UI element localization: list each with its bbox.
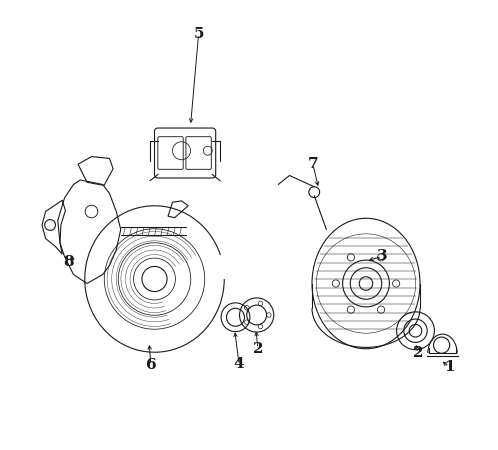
Text: 1: 1	[444, 360, 455, 374]
Text: 4: 4	[234, 357, 245, 372]
Text: 8: 8	[64, 255, 74, 269]
Text: 5: 5	[193, 27, 204, 41]
Text: 7: 7	[308, 157, 318, 171]
Text: 6: 6	[145, 358, 156, 373]
Text: 2: 2	[412, 346, 423, 360]
Text: 2: 2	[253, 342, 263, 356]
Text: 3: 3	[376, 249, 387, 264]
